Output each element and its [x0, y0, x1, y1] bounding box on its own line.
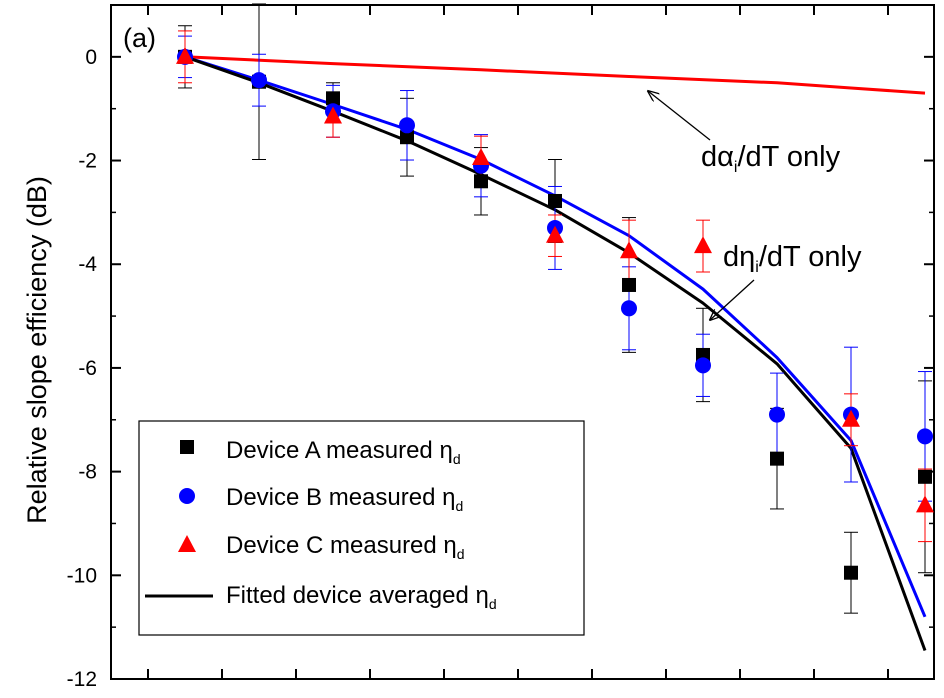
device-b-point [251, 72, 267, 89]
device-b-point [695, 357, 711, 374]
svg-text:Device A measured ηd: Device A measured ηd [226, 437, 461, 467]
annotation-alpha-suffix: /dT only [737, 141, 840, 173]
legend-sub-device-a: d [453, 451, 461, 467]
y-tick-label: -10 [67, 564, 97, 587]
device-a-point [400, 130, 414, 145]
legend-sub-device-c: d [457, 546, 465, 562]
device-a-point [622, 277, 636, 292]
device-b-point [621, 300, 637, 317]
legend-label-device-a: Device A measured [226, 437, 433, 464]
y-axis-title: Relative slope efficiency (dB) [22, 176, 52, 524]
y-tick-label: -12 [67, 668, 97, 691]
svg-text:dηi/dT only: dηi/dT only [723, 241, 862, 276]
y-tick-label: -6 [78, 357, 97, 380]
annotation-alpha-sub: i [734, 159, 738, 176]
annotation-alpha: dαi/dT only [648, 91, 841, 176]
y-tick-label: -4 [78, 253, 97, 276]
legend-marker-device-a [180, 440, 194, 454]
y-tick-label: -2 [78, 150, 97, 173]
legend-marker-device-b [179, 488, 195, 504]
device-c-point [472, 147, 490, 165]
device-c-point [916, 495, 934, 513]
device-c-point [546, 225, 564, 243]
legend-eta-device-c: η [443, 532, 456, 559]
device-c-point [620, 241, 638, 259]
annotation-eta-sub: i [755, 259, 759, 276]
device-c-point [176, 46, 194, 64]
y-tick-label: 0 [85, 46, 97, 69]
data-markers [176, 46, 934, 580]
annotation-eta: dηi/dT only [710, 241, 862, 320]
legend-label-device-c: Device C measured [226, 532, 437, 559]
device-c-point [324, 106, 342, 124]
device-a-point [918, 469, 932, 484]
device-b-point [769, 406, 785, 423]
legend-sub-device-b: d [455, 498, 463, 514]
device-c-point [842, 409, 860, 427]
svg-text:Fitted device averaged η: Fitted device averaged ηd [226, 582, 497, 612]
device-b-point [917, 428, 933, 445]
plot-frame [110, 4, 935, 680]
legend-eta-device-a: η [439, 437, 452, 464]
device-a-point [474, 174, 488, 189]
svg-text:Device C measured ηd: Device C measured ηd [226, 532, 465, 562]
legend: Device A measured ηd Device B measured η… [138, 420, 585, 636]
y-axis-ticks: 0 -2 -4 -6 -8 -10 -12 [67, 4, 934, 691]
legend-label-device-b: Device B measured [226, 484, 435, 511]
svg-text:dαi/dT only: dαi/dT only [701, 141, 841, 176]
device-b-point [399, 117, 415, 134]
annotation-alpha-arrow [648, 91, 711, 141]
device-a-point [770, 451, 784, 466]
annotation-alpha-text: dα [701, 141, 734, 173]
legend-box [138, 420, 585, 636]
svg-text:Device B measured ηd: Device B measured ηd [226, 484, 463, 514]
plot-border [110, 4, 935, 680]
y-tick-label: -8 [78, 461, 97, 484]
device-c-point [694, 236, 712, 254]
device-a-point [548, 193, 562, 208]
panel-label: (a) [123, 23, 156, 53]
annotation-eta-suffix: /dT only [759, 241, 862, 273]
annotation-eta-text: dη [723, 241, 755, 273]
legend-marker-device-c [178, 535, 196, 552]
legend-sub-fitted: d [489, 596, 497, 612]
annotation-eta-arrow [710, 279, 755, 320]
legend-eta-fitted: η [475, 582, 488, 609]
alpha-only-line [184, 55, 926, 95]
legend-eta-device-b: η [442, 484, 455, 511]
device-a-point [326, 91, 340, 106]
legend-label-fitted: Fitted device averaged [226, 582, 469, 609]
device-a-point [844, 565, 858, 580]
